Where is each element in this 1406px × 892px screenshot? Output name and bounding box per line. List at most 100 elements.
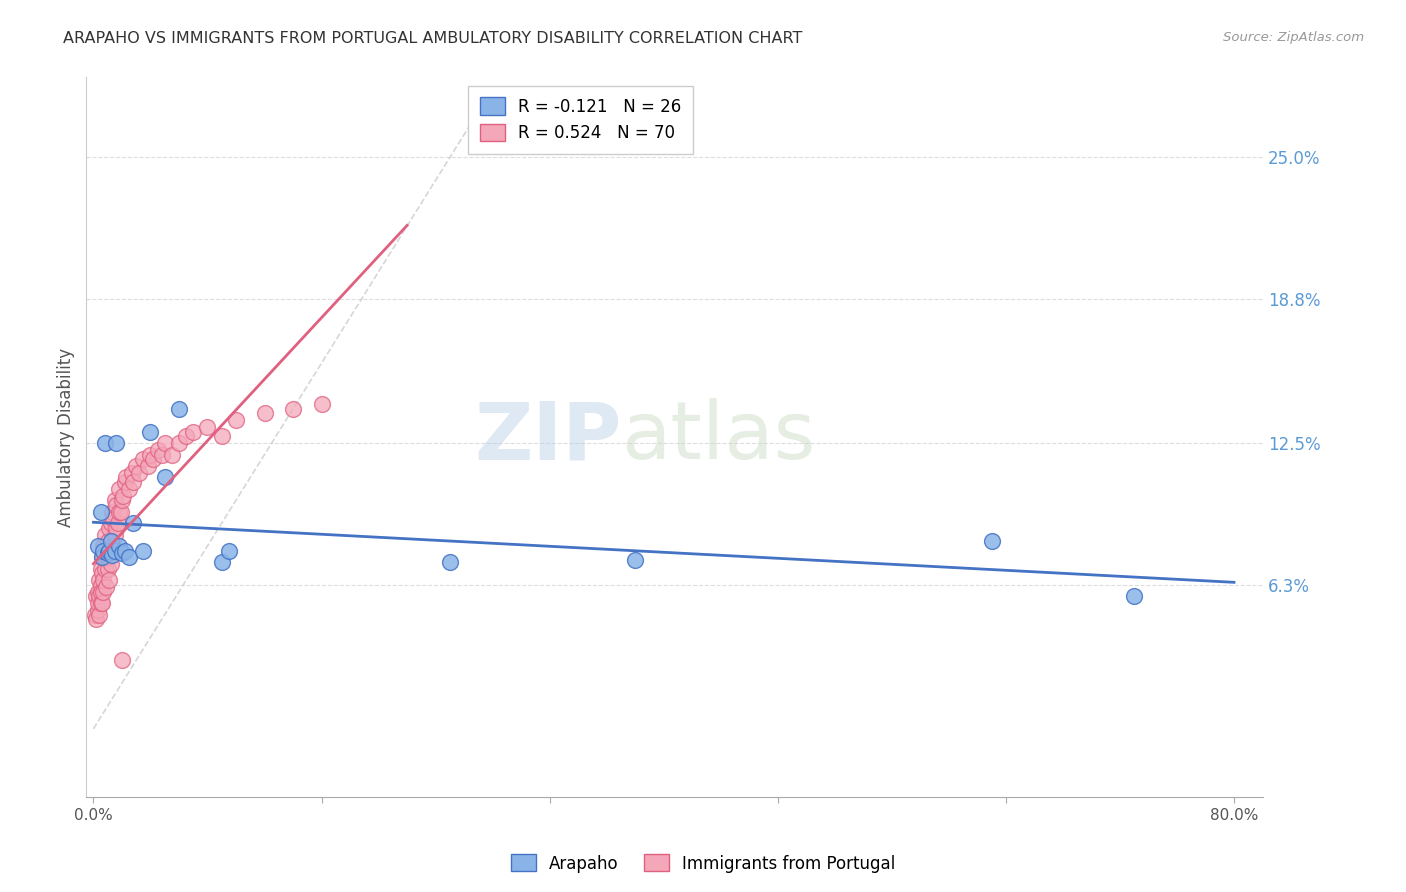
Point xyxy=(115,470,138,484)
Point xyxy=(97,534,120,549)
Point xyxy=(90,578,112,592)
Point xyxy=(96,580,118,594)
Point xyxy=(91,596,114,610)
Point xyxy=(87,574,110,588)
Point xyxy=(100,516,122,530)
Point xyxy=(108,539,131,553)
Point xyxy=(181,425,204,439)
Point xyxy=(86,539,108,553)
Point xyxy=(93,574,115,588)
Point xyxy=(439,555,461,569)
Point xyxy=(167,401,190,416)
Point xyxy=(111,653,134,667)
Point xyxy=(86,584,108,599)
Point xyxy=(110,505,132,519)
Point xyxy=(104,527,127,541)
Point xyxy=(91,550,114,565)
Text: Source: ZipAtlas.com: Source: ZipAtlas.com xyxy=(1223,31,1364,45)
Point xyxy=(90,596,112,610)
Point xyxy=(96,543,118,558)
Point xyxy=(84,589,107,603)
Point xyxy=(87,607,110,622)
Point xyxy=(150,448,173,462)
Point xyxy=(111,546,134,560)
Point xyxy=(107,516,129,530)
Point xyxy=(132,543,155,558)
Point xyxy=(97,550,120,565)
Point xyxy=(253,406,276,420)
Point xyxy=(101,505,124,519)
Legend: Arapaho, Immigrants from Portugal: Arapaho, Immigrants from Portugal xyxy=(505,847,901,880)
Point xyxy=(105,498,128,512)
Point xyxy=(105,436,128,450)
Point xyxy=(218,543,240,558)
Point xyxy=(103,511,125,525)
Point xyxy=(94,527,117,541)
Point xyxy=(91,550,114,565)
Point xyxy=(1123,589,1146,603)
Point xyxy=(139,448,162,462)
Point xyxy=(100,558,122,572)
Point xyxy=(197,420,219,434)
Point xyxy=(83,607,105,622)
Text: ARAPAHO VS IMMIGRANTS FROM PORTUGAL AMBULATORY DISABILITY CORRELATION CHART: ARAPAHO VS IMMIGRANTS FROM PORTUGAL AMBU… xyxy=(63,31,803,46)
Point xyxy=(111,493,134,508)
Point xyxy=(139,425,162,439)
Point xyxy=(87,589,110,603)
Point xyxy=(624,552,647,566)
Point xyxy=(128,466,150,480)
Point xyxy=(980,534,1002,549)
Point xyxy=(104,493,127,508)
Point xyxy=(112,489,135,503)
Point xyxy=(118,482,141,496)
Point xyxy=(153,470,176,484)
Point xyxy=(167,436,190,450)
Point xyxy=(136,458,159,473)
Point xyxy=(103,539,125,553)
Point xyxy=(142,452,165,467)
Point xyxy=(105,521,128,535)
Point xyxy=(84,612,107,626)
Point xyxy=(132,452,155,467)
Point xyxy=(90,562,112,576)
Point xyxy=(108,482,131,496)
Point xyxy=(122,516,145,530)
Point xyxy=(86,603,108,617)
Point xyxy=(114,475,136,489)
Point xyxy=(114,543,136,558)
Point xyxy=(174,429,197,443)
Point xyxy=(98,521,121,535)
Point xyxy=(153,436,176,450)
Point xyxy=(91,566,114,581)
Point xyxy=(211,555,233,569)
Legend: R = -0.121   N = 26, R = 0.524   N = 70: R = -0.121 N = 26, R = 0.524 N = 70 xyxy=(468,86,693,153)
Point xyxy=(125,458,148,473)
Point xyxy=(100,534,122,549)
Point xyxy=(160,448,183,462)
Point xyxy=(108,505,131,519)
Point xyxy=(90,584,112,599)
Point xyxy=(93,584,115,599)
Point xyxy=(101,543,124,558)
Point xyxy=(121,466,143,480)
Point xyxy=(94,436,117,450)
Point xyxy=(211,429,233,443)
Point xyxy=(281,401,304,416)
Text: ZIP: ZIP xyxy=(474,399,621,476)
Text: atlas: atlas xyxy=(621,399,815,476)
Point xyxy=(311,397,333,411)
Point xyxy=(93,543,115,558)
Point xyxy=(101,548,124,562)
Point xyxy=(94,550,117,565)
Point xyxy=(86,596,108,610)
Point xyxy=(146,442,169,457)
Point xyxy=(225,413,247,427)
Point xyxy=(98,543,121,558)
Point xyxy=(104,543,127,558)
Y-axis label: Ambulatory Disability: Ambulatory Disability xyxy=(58,348,75,527)
Point xyxy=(118,550,141,565)
Point xyxy=(93,539,115,553)
Point xyxy=(90,505,112,519)
Point xyxy=(122,475,145,489)
Point xyxy=(97,546,120,560)
